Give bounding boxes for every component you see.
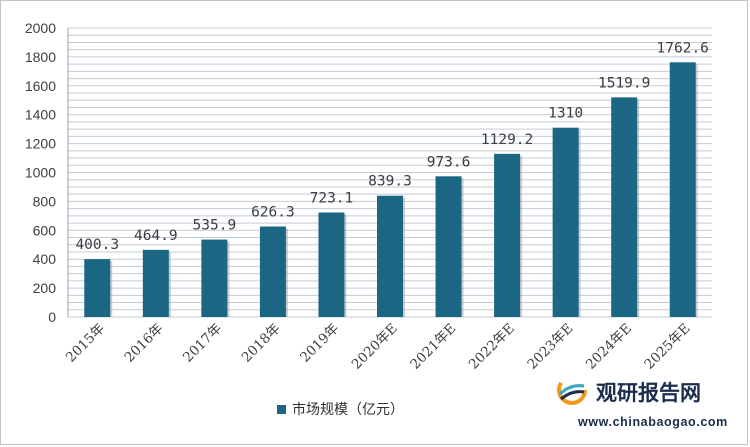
y-tick-label: 800 <box>33 193 57 209</box>
y-tick-label: 0 <box>48 309 56 325</box>
x-tick-label: 2015年 <box>63 321 108 366</box>
bar <box>552 127 579 317</box>
x-tick-label: 2025年E <box>641 321 693 373</box>
y-tick-label: 600 <box>33 222 57 238</box>
y-tick-label: 1000 <box>25 165 56 181</box>
y-tick-label: 2000 <box>25 20 56 36</box>
x-tick-label: 2021年E <box>407 321 459 373</box>
data-label: 400.3 <box>75 237 119 253</box>
bar <box>435 176 462 317</box>
y-tick-label: 200 <box>33 280 57 296</box>
watermark-url: www.chinabaogao.com <box>577 415 728 429</box>
x-axis: 2015年 2016年 2017年 2018年 2019年 2020年E 2021年E 202… <box>63 321 694 373</box>
y-axis: 0 200 400 600 800 1000 1200 1400 1600 1800 2000 <box>25 20 69 325</box>
legend-label: 市场规模（亿元） <box>292 401 404 418</box>
bar <box>201 239 228 317</box>
watermark-name: 观研报告网 <box>596 381 701 405</box>
y-tick-label: 400 <box>33 251 57 267</box>
x-tick-label: 2022年E <box>466 321 518 373</box>
data-label: 464.9 <box>134 228 178 244</box>
bar <box>377 195 403 317</box>
data-label: 1762.6 <box>657 40 709 56</box>
bar <box>494 153 521 317</box>
data-label: 723.1 <box>310 191 354 207</box>
legend-swatch <box>277 405 286 414</box>
bars <box>84 62 698 318</box>
data-label: 973.6 <box>427 154 471 170</box>
x-tick-label: 2017年 <box>180 321 225 366</box>
x-tick-label: 2016年 <box>121 321 166 366</box>
bar <box>318 212 345 317</box>
bar <box>84 259 111 317</box>
bar <box>142 249 169 317</box>
legend: 市场规模（亿元） <box>277 401 404 418</box>
bar <box>669 62 696 318</box>
bar <box>611 97 638 317</box>
chinabaogao-logo-icon <box>557 375 587 405</box>
data-label: 535.9 <box>193 218 237 234</box>
x-tick-label: 2024年E <box>583 321 635 373</box>
x-tick-label: 2019年 <box>297 321 342 366</box>
y-tick-label: 1400 <box>25 107 56 123</box>
watermark: 观研报告网 www.chinabaogao.com <box>557 375 728 429</box>
data-label: 1129.2 <box>481 132 533 148</box>
y-tick-label: 1800 <box>25 49 56 65</box>
x-tick-label: 2023年E <box>524 321 576 373</box>
bar <box>259 226 286 317</box>
data-labels: 400.3 464.9 535.9 626.3 723.1 839.3 973.6 1129.… <box>75 40 708 253</box>
data-label: 1310 <box>548 106 583 122</box>
data-label: 626.3 <box>251 204 295 220</box>
data-label: 839.3 <box>368 174 412 190</box>
x-tick-label: 2020年E <box>349 321 401 373</box>
y-tick-label: 1600 <box>25 78 56 94</box>
data-label: 1519.9 <box>598 75 650 91</box>
x-tick-label: 2018年 <box>239 321 284 366</box>
y-tick-label: 1200 <box>25 136 56 152</box>
